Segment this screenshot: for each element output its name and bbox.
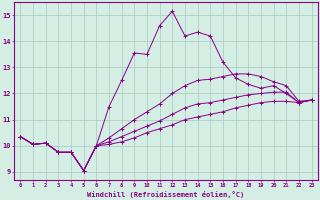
X-axis label: Windchill (Refroidissement éolien,°C): Windchill (Refroidissement éolien,°C) [87, 191, 244, 198]
